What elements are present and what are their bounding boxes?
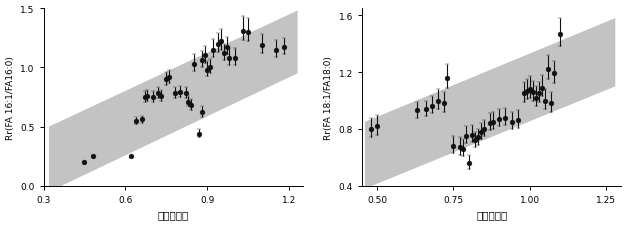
Y-axis label: Rr(FA 18:1/FA18:0): Rr(FA 18:1/FA18:0) (324, 56, 333, 139)
Y-axis label: Rr(FA 16:1/FA16:0): Rr(FA 16:1/FA16:0) (6, 56, 14, 139)
Polygon shape (365, 19, 615, 189)
Polygon shape (49, 11, 298, 192)
X-axis label: 细胞存活率: 细胞存活率 (476, 209, 507, 219)
X-axis label: 细胞存活率: 细胞存活率 (157, 209, 189, 219)
